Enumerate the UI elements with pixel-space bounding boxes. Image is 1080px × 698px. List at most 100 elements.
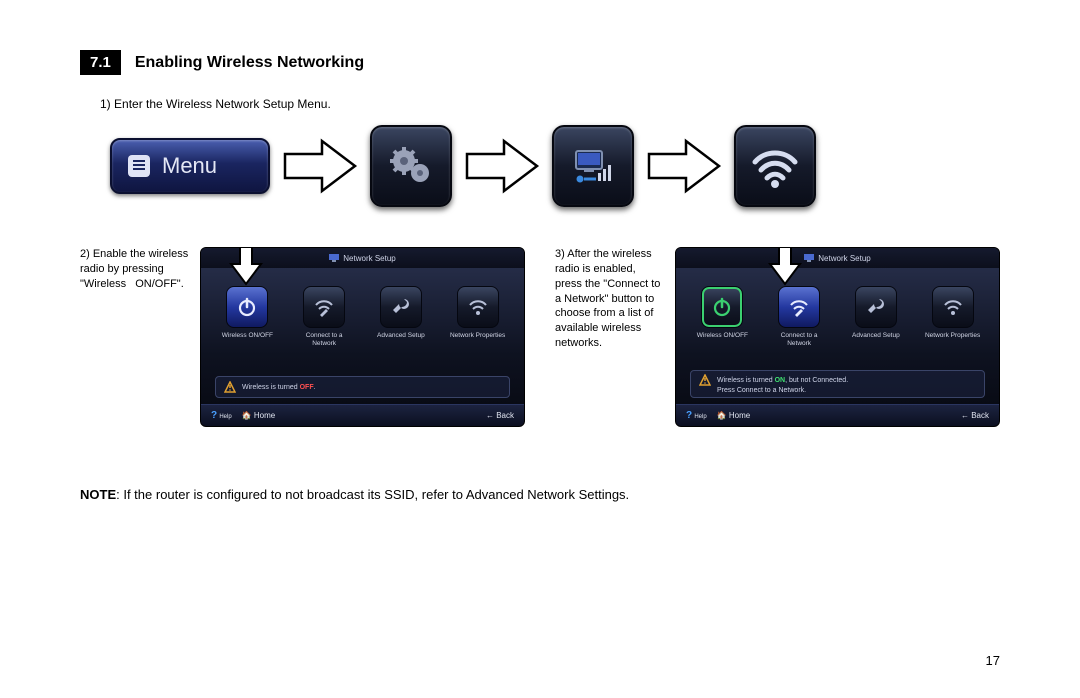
tile-wireless-onoff[interactable]: Wireless ON/OFF	[693, 286, 751, 348]
flow-row: Menu	[110, 125, 1000, 207]
settings-tile[interactable]	[370, 125, 452, 207]
screenshot-wireless-on: Network Setup Wireless ON/OFF Connect to…	[675, 247, 1000, 427]
tile-label: Advanced Setup	[377, 332, 425, 348]
status-text-line1: Wireless is turned ON, but not Connected…	[717, 377, 848, 384]
screenshot-footer: ? Help 🏠 Home ← Back	[676, 404, 999, 426]
tile-label: Connect to a Network	[770, 332, 828, 348]
home-button[interactable]: 🏠 Home	[717, 411, 751, 420]
home-button[interactable]: 🏠 Home	[242, 411, 276, 420]
home-label: Home	[729, 411, 750, 420]
help-icon: ?	[686, 410, 692, 421]
page-number: 17	[986, 653, 1000, 668]
step2-column: 2) Enable the wireless radio by pressing…	[80, 247, 525, 427]
step2-body: Enable the wireless radio by pressing "W…	[80, 248, 188, 290]
step2-num: 2)	[80, 248, 90, 260]
wifi-small-icon	[467, 296, 489, 318]
help-label: Help	[694, 414, 706, 420]
tile-label: Advanced Setup	[852, 332, 900, 348]
properties-tile	[932, 286, 974, 328]
screenshot-title: Network Setup	[676, 248, 999, 268]
note-label: NOTE	[80, 487, 116, 502]
status-prefix: Wireless is turned	[717, 377, 773, 384]
step2-text: 2) Enable the wireless radio by pressing…	[80, 247, 190, 427]
status-mid: , but not Connected.	[785, 377, 848, 384]
tile-wireless-onoff[interactable]: Wireless ON/OFF	[218, 286, 276, 348]
step3-body: After the wireless radio is enabled, pre…	[555, 248, 660, 349]
wifi-small-icon	[942, 296, 964, 318]
menu-button[interactable]: Menu	[110, 138, 270, 194]
network-tile[interactable]	[552, 125, 634, 207]
screenshot-title-text: Network Setup	[818, 254, 870, 263]
help-button[interactable]: ? Help	[686, 410, 707, 421]
power-tile-on	[701, 286, 743, 328]
status-bar-on: Wireless is turned ON, but not Connected…	[690, 370, 985, 398]
tile-network-properties[interactable]: Network Properties	[924, 286, 982, 348]
status-state: ON	[775, 377, 786, 384]
status-bar-off: Wireless is turned OFF.	[215, 376, 510, 398]
step1-body: Enter the Wireless Network Setup Menu.	[114, 97, 331, 111]
warning-icon	[699, 374, 711, 386]
tile-advanced-setup[interactable]: Advanced Setup	[847, 286, 905, 348]
menu-hamburger-icon	[128, 155, 150, 177]
gears-icon	[384, 139, 438, 193]
advanced-tile	[855, 286, 897, 328]
connect-tile-active	[778, 286, 820, 328]
back-button[interactable]: ← Back	[486, 411, 514, 420]
menu-button-label: Menu	[162, 153, 217, 179]
wifi-icon	[747, 138, 803, 194]
section-header: 7.1 Enabling Wireless Networking	[80, 50, 1000, 75]
screenshot-title-text: Network Setup	[343, 254, 395, 263]
step1-num: 1)	[100, 97, 111, 111]
wrench-wifi-icon	[787, 295, 811, 319]
tile-label: Wireless ON/OFF	[222, 332, 273, 348]
tile-label: Network Properties	[925, 332, 980, 348]
flow-arrow-icon	[280, 136, 360, 196]
back-label: Back	[496, 411, 514, 420]
note-text: NOTE: If the router is configured to not…	[80, 487, 1000, 502]
wrench-icon	[865, 296, 887, 318]
screenshot-footer: ? Help 🏠 Home ← Back	[201, 404, 524, 426]
power-icon	[711, 296, 733, 318]
power-tile	[226, 286, 268, 328]
step3-num: 3)	[555, 248, 565, 260]
monitor-signal-icon	[566, 139, 620, 193]
wrench-icon	[390, 296, 412, 318]
tile-label: Connect to a Network	[295, 332, 353, 348]
step1-text: 1) Enter the Wireless Network Setup Menu…	[100, 97, 1000, 111]
status-suffix: .	[314, 384, 316, 391]
flow-arrow-icon	[644, 136, 724, 196]
help-label: Help	[219, 414, 231, 420]
status-prefix: Wireless is turned	[242, 384, 298, 391]
help-button[interactable]: ? Help	[211, 410, 232, 421]
home-label: Home	[254, 411, 275, 420]
section-number-badge: 7.1	[80, 50, 121, 75]
status-text-line2: Press Connect to a Network.	[699, 387, 806, 394]
section-title: Enabling Wireless Networking	[135, 54, 364, 72]
tile-advanced-setup[interactable]: Advanced Setup	[372, 286, 430, 348]
wifi-tile[interactable]	[734, 125, 816, 207]
help-icon: ?	[211, 410, 217, 421]
tile-connect-network[interactable]: Connect to a Network	[295, 286, 353, 348]
note-body: : If the router is configured to not bro…	[116, 487, 629, 502]
status-text: Wireless is turned OFF.	[242, 384, 316, 391]
advanced-tile	[380, 286, 422, 328]
pointer-arrow-icon	[768, 247, 802, 286]
warning-icon	[224, 381, 236, 393]
back-button[interactable]: ← Back	[961, 411, 989, 420]
screenshot-wireless-off: Network Setup Wireless ON/OFF Connect to…	[200, 247, 525, 427]
flow-arrow-icon	[462, 136, 542, 196]
tile-label: Network Properties	[450, 332, 505, 348]
tile-network-properties[interactable]: Network Properties	[449, 286, 507, 348]
power-icon	[236, 296, 258, 318]
step3-text: 3) After the wireless radio is enabled, …	[555, 247, 665, 427]
step3-column: 3) After the wireless radio is enabled, …	[555, 247, 1000, 427]
tile-label: Wireless ON/OFF	[697, 332, 748, 348]
properties-tile	[457, 286, 499, 328]
tile-connect-network[interactable]: Connect to a Network	[770, 286, 828, 348]
pointer-arrow-icon	[229, 247, 263, 286]
wrench-wifi-icon	[312, 295, 336, 319]
back-label: Back	[971, 411, 989, 420]
monitor-mini-icon	[804, 254, 814, 262]
screenshot-tiles-row: Wireless ON/OFF Connect to a Network Adv…	[676, 268, 999, 366]
status-state: OFF	[300, 384, 314, 391]
